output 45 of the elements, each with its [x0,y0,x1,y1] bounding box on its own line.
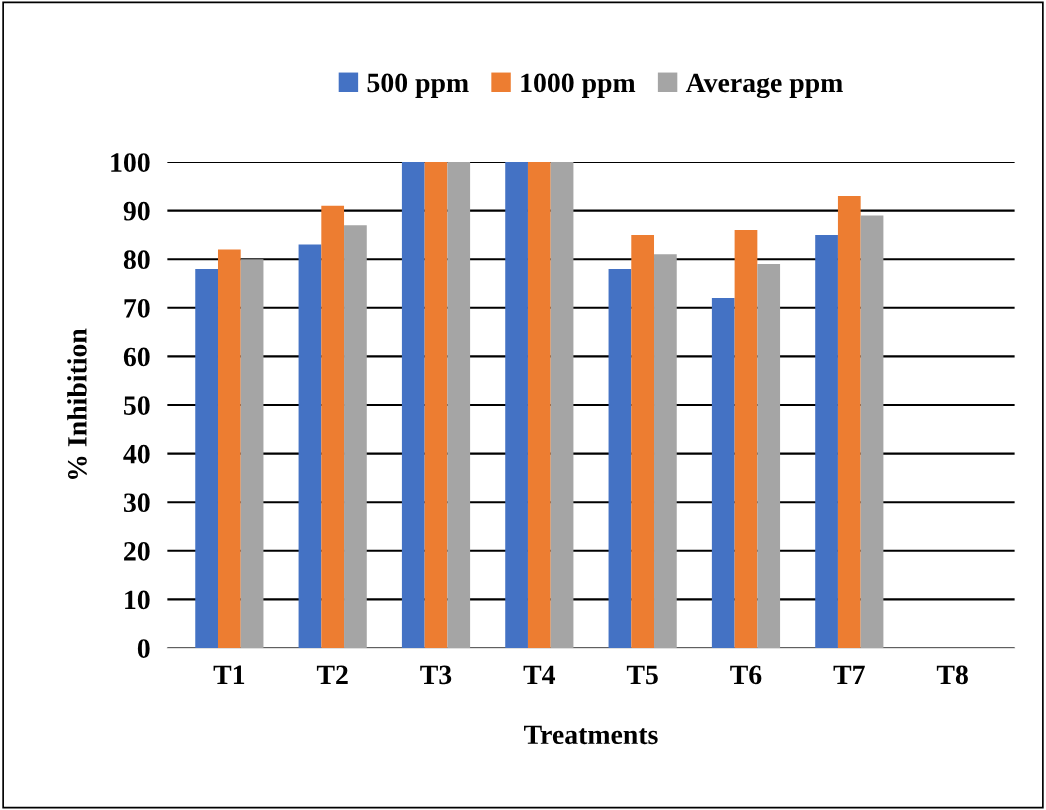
bar [608,268,632,648]
bar [344,225,367,648]
y-tick-label: 60 [123,347,150,367]
bar [240,259,264,648]
x-tick-label: T3 [420,665,452,685]
x-tick-label: T6 [730,665,762,685]
x-tick-label: T8 [936,665,968,685]
y-tick-label: 90 [123,201,150,221]
x-tick-label: T1 [213,665,245,684]
bar [631,234,655,648]
legend-label: 500 ppm [367,73,469,98]
bar [217,249,241,648]
bar [424,162,448,648]
x-axis-title: Treatments [524,725,658,745]
bar [815,234,838,648]
y-tick-label: 100 [111,153,150,172]
x-tick-label: T4 [523,665,556,684]
y-tick-label: 20 [124,541,150,561]
y-tick-label: 30 [123,493,150,513]
y-tick-label: 10 [125,590,150,610]
bar [757,264,781,648]
bar [550,162,574,648]
legend-label: 1000 ppm [521,73,636,98]
bar [837,196,861,648]
bar [505,162,528,648]
x-tick-label: T2 [316,665,348,684]
y-tick-label: 80 [123,250,150,270]
x-tick-label: T7 [833,665,865,684]
x-tick-label: T5 [626,665,658,685]
bar [321,205,345,648]
bar [298,244,322,648]
y-axis-title: % Inhibition [67,328,87,479]
bar [711,298,735,648]
bar [401,162,425,648]
y-tick-label: 40 [123,444,150,464]
bar [734,230,758,648]
bar [654,254,677,648]
y-tick-label: 50 [124,396,150,415]
y-tick-label: 0 [137,639,150,658]
bar [195,268,218,648]
bar [527,162,551,648]
y-tick-label: 70 [124,298,150,318]
legend-label: Average ppm [685,73,843,99]
bar [860,215,884,648]
bar [447,162,471,648]
